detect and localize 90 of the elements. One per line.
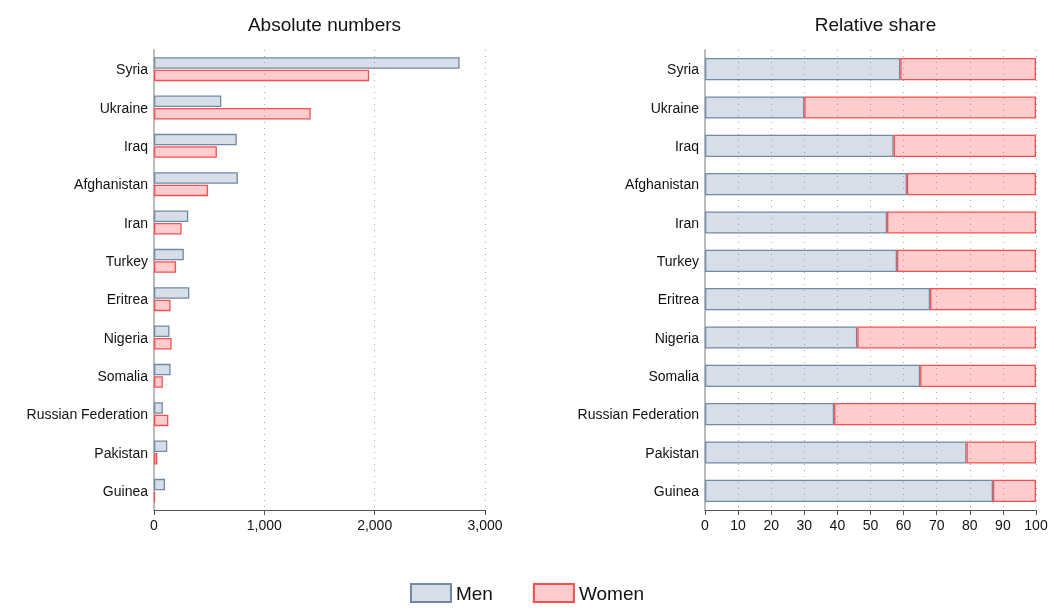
y-tick-label: Nigeria [654, 329, 700, 346]
bar [154, 299, 171, 312]
bar [154, 337, 172, 350]
bar [834, 403, 1036, 426]
bar [154, 287, 190, 299]
y-tick-label: Afghanistan [625, 176, 699, 193]
bar [887, 211, 1036, 234]
legend-label: Men [455, 582, 493, 604]
y-tick-label: Guinea [653, 482, 700, 499]
y-tick-label: Turkey [656, 252, 699, 269]
bar [154, 261, 177, 273]
bar [906, 173, 1036, 196]
bar [920, 364, 1036, 387]
bar [154, 248, 184, 261]
x-tick-label: 100 [1024, 517, 1048, 533]
legend-label: Women [578, 582, 645, 604]
y-tick-label: Turkey [105, 252, 148, 269]
x-tick-label: 10 [730, 517, 747, 533]
chart-title: Absolute numbers [247, 14, 402, 35]
chart-title: Relative share [814, 14, 937, 35]
bar [154, 478, 166, 491]
bar [154, 172, 238, 184]
x-tick-label: 3,000 [467, 517, 503, 533]
bar [154, 325, 170, 338]
bar [930, 288, 1036, 311]
bar [154, 133, 237, 146]
x-tick-label: 80 [962, 517, 978, 533]
bar [154, 402, 163, 414]
x-tick-label: 40 [829, 517, 846, 533]
bar [804, 96, 1036, 119]
x-tick-label: 0 [701, 517, 710, 533]
bar [154, 210, 189, 223]
y-tick-label: Russian Federation [26, 406, 148, 423]
bar [893, 134, 1036, 157]
bar [705, 249, 897, 272]
y-tick-label: Iran [123, 214, 148, 231]
bar [154, 95, 222, 108]
y-tick-label: Ukraine [650, 99, 700, 116]
bar [154, 184, 209, 197]
x-tick-label: 90 [995, 517, 1011, 533]
bar [896, 249, 1036, 272]
y-tick-label: Iraq [123, 137, 148, 154]
bar [154, 222, 182, 235]
y-tick-label: Somalia [648, 367, 700, 384]
bar [154, 376, 163, 388]
x-tick-label: 60 [895, 517, 912, 533]
bar [154, 107, 311, 120]
bar [705, 211, 888, 234]
y-tick-label: Syria [667, 61, 700, 78]
x-tick-label: 0 [150, 517, 159, 533]
bar [154, 57, 460, 69]
bar [705, 326, 858, 349]
bar [154, 440, 168, 453]
y-tick-label: Nigeria [103, 329, 149, 346]
y-tick-label: Iran [674, 214, 699, 231]
bar [705, 288, 931, 311]
bar [857, 326, 1036, 349]
x-tick-label: 50 [862, 517, 879, 533]
bar [900, 58, 1036, 81]
x-tick-label: 20 [763, 517, 780, 533]
bar [705, 96, 805, 119]
y-tick-label: Afghanistan [74, 176, 148, 193]
y-tick-label: Ukraine [99, 99, 149, 116]
bar [154, 146, 217, 158]
y-tick-label: Syria [116, 61, 149, 78]
x-tick-label: 30 [796, 517, 813, 533]
y-tick-label: Pakistan [94, 444, 148, 461]
y-tick-label: Pakistan [645, 444, 699, 461]
y-tick-label: Iraq [674, 137, 699, 154]
bar [705, 173, 907, 196]
bar [154, 363, 171, 376]
x-tick-label: 70 [928, 517, 945, 533]
bar [705, 364, 921, 387]
x-tick-label: 2,000 [357, 517, 393, 533]
y-tick-label: Somalia [97, 367, 149, 384]
bar [705, 479, 993, 502]
bar [966, 441, 1036, 464]
bar [154, 414, 169, 427]
bar [154, 452, 158, 465]
bar [154, 69, 370, 82]
bar [992, 479, 1036, 502]
y-tick-label: Russian Federation [577, 406, 699, 423]
x-tick-label: 1,000 [246, 517, 283, 533]
y-tick-label: Eritrea [106, 291, 149, 308]
bar [705, 403, 835, 426]
bar [705, 441, 967, 464]
y-tick-label: Eritrea [657, 291, 700, 308]
bar [705, 134, 894, 157]
y-tick-label: Guinea [102, 482, 149, 499]
bar [705, 58, 901, 81]
